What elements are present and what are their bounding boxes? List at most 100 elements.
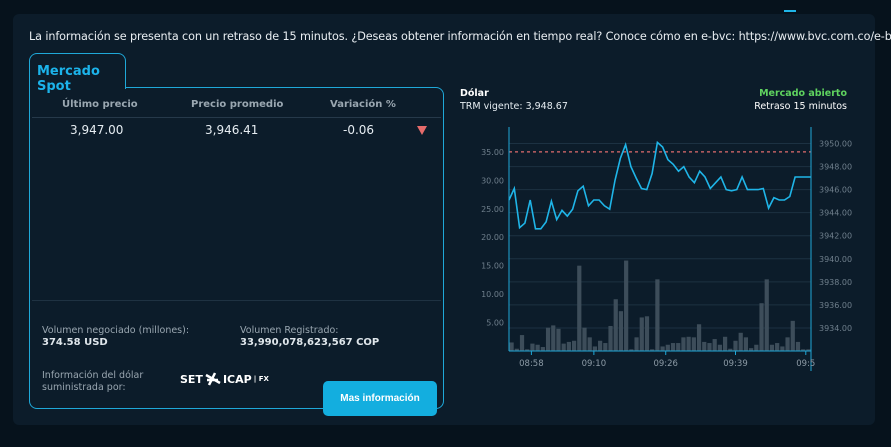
volume-bar bbox=[561, 343, 566, 351]
left-tick-label: 30.00 bbox=[481, 176, 504, 185]
right-tick-label: 3938.00 bbox=[819, 278, 852, 287]
volume-bar bbox=[525, 349, 530, 351]
volume-bar bbox=[629, 349, 634, 351]
left-tick-label: 10.00 bbox=[481, 290, 504, 299]
volume-bar bbox=[587, 337, 592, 351]
volume-bar bbox=[686, 336, 691, 351]
volume-bar bbox=[780, 346, 785, 351]
volume-bar bbox=[665, 344, 670, 351]
volume-bar bbox=[759, 303, 764, 351]
right-tick-label: 3934.00 bbox=[819, 324, 852, 333]
left-tick-label: 35.00 bbox=[481, 148, 504, 157]
volume-bar bbox=[696, 324, 702, 351]
volume-bar bbox=[603, 343, 608, 351]
spot-card: Último precio Precio promedio Variación … bbox=[29, 87, 444, 416]
volume-bar bbox=[598, 340, 603, 351]
volume-bar bbox=[650, 349, 655, 351]
header-variation: Variación % bbox=[330, 99, 396, 110]
left-tick-label: 25.00 bbox=[481, 205, 504, 214]
volume-bar bbox=[514, 348, 519, 351]
volume-bar bbox=[660, 346, 665, 351]
volume-bar bbox=[738, 332, 743, 351]
delay-notice: La información se presenta con un retras… bbox=[29, 30, 891, 43]
x-tick-label: 09:26 bbox=[653, 359, 678, 369]
dollar-chart: Dólar TRM vigente: 3,948.67 Mercado abie… bbox=[459, 74, 880, 374]
volume-bar bbox=[577, 265, 582, 351]
right-tick-label: 3948.00 bbox=[819, 163, 852, 172]
variation: -0.06 bbox=[343, 123, 375, 137]
avg-price: 3,946.41 bbox=[205, 123, 259, 137]
right-tick-label: 3940.00 bbox=[819, 255, 852, 264]
volume-bar bbox=[634, 337, 639, 351]
x-tick-label: 09:5 bbox=[796, 359, 815, 369]
volume-bar bbox=[618, 311, 624, 351]
volume-bar bbox=[795, 341, 801, 351]
set-icap-logo-mark bbox=[205, 372, 221, 386]
left-tick-label: 15.00 bbox=[481, 262, 504, 271]
volume-bar bbox=[582, 327, 587, 351]
volume-bar bbox=[644, 316, 650, 351]
volume-bar bbox=[702, 341, 707, 351]
divider bbox=[32, 117, 441, 118]
volume-bar bbox=[613, 299, 618, 351]
volume-bar bbox=[749, 348, 754, 351]
volume-bar bbox=[608, 325, 613, 351]
volume-label: Volumen negociado (millones): bbox=[42, 325, 190, 336]
volume-bar bbox=[707, 343, 712, 351]
volume-bar bbox=[624, 260, 629, 351]
volume-bar bbox=[556, 328, 561, 351]
header-avg-price: Precio promedio bbox=[191, 99, 284, 110]
volume-bar bbox=[801, 349, 806, 351]
registered-label: Volumen Registrado: bbox=[240, 325, 339, 336]
trm-value: TRM vigente: 3,948.67 bbox=[460, 101, 568, 112]
delay-text: Retraso 15 minutos bbox=[754, 101, 847, 112]
dollar-panel: La información se presenta con un retras… bbox=[13, 14, 891, 425]
volume-bar bbox=[566, 341, 571, 351]
volume-bar bbox=[712, 339, 717, 351]
right-tick-label: 3944.00 bbox=[819, 209, 852, 218]
volume-bar bbox=[775, 343, 780, 351]
volume-value: 374.58 USD bbox=[42, 337, 108, 348]
x-tick-label: 09:39 bbox=[723, 359, 748, 369]
volume-bar bbox=[571, 340, 577, 351]
divider bbox=[32, 300, 441, 301]
volume-bar bbox=[728, 348, 733, 351]
volume-bar bbox=[769, 344, 775, 351]
volume-bar bbox=[806, 349, 811, 351]
last-price: 3,947.00 bbox=[70, 123, 124, 137]
volume-bar bbox=[551, 325, 556, 351]
tab-mercado-spot[interactable]: Mercado Spot bbox=[29, 53, 126, 94]
left-tick-label: 5.00 bbox=[486, 319, 504, 328]
volume-bar bbox=[670, 343, 676, 351]
chart-title: Dólar bbox=[460, 88, 489, 99]
volume-bar bbox=[785, 337, 790, 351]
x-tick-label: 09:10 bbox=[582, 359, 607, 369]
provider-label: Información del dólar suministrada por: bbox=[42, 370, 144, 393]
down-triangle-icon bbox=[417, 126, 427, 135]
right-tick-label: 3946.00 bbox=[819, 186, 852, 195]
left-tick-label: 20.00 bbox=[481, 233, 504, 242]
volume-bar bbox=[733, 340, 738, 351]
chart-svg: Dólar TRM vigente: 3,948.67 Mercado abie… bbox=[459, 88, 852, 371]
volume-bar bbox=[743, 337, 749, 351]
more-info-button[interactable]: Mas información bbox=[323, 381, 437, 416]
volume-bar bbox=[519, 335, 525, 351]
volume-bar bbox=[754, 344, 759, 351]
volume-bar bbox=[676, 343, 681, 351]
volume-bar bbox=[655, 279, 660, 351]
right-tick-label: 3950.00 bbox=[819, 140, 852, 149]
volume-bar bbox=[592, 346, 598, 351]
volume-bar bbox=[639, 317, 644, 351]
registered-value: 33,990,078,623,567 COP bbox=[240, 337, 380, 348]
volume-bar bbox=[790, 320, 795, 351]
volume-bar bbox=[540, 347, 545, 351]
volume-bar bbox=[681, 337, 686, 351]
volume-bar bbox=[717, 344, 722, 351]
header-last-price: Último precio bbox=[62, 99, 138, 110]
volume-bar bbox=[530, 343, 535, 351]
set-icap-logo: SET ICAP | FX bbox=[180, 372, 269, 386]
market-status: Mercado abierto bbox=[759, 88, 847, 99]
active-indicator bbox=[784, 10, 796, 12]
volume-bar bbox=[509, 342, 514, 351]
x-tick-label: 08:58 bbox=[519, 359, 544, 369]
